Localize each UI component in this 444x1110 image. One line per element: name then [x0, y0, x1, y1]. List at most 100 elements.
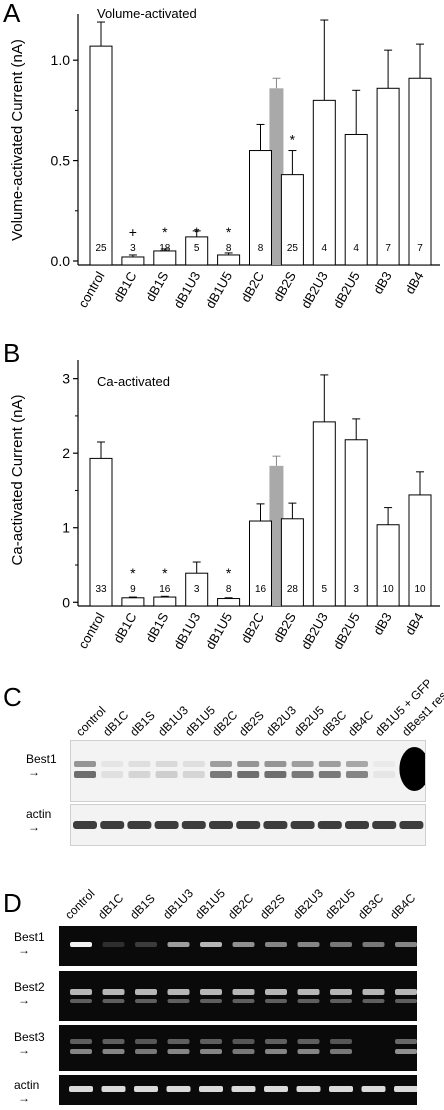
gel-row-label-best3: Best3: [14, 1030, 45, 1044]
gel-band: [135, 989, 157, 995]
western-blot-band: [74, 771, 96, 778]
gel-band: [101, 1086, 126, 1092]
western-blot-lane-label: dB2U5: [290, 703, 327, 739]
x-tick-label: dB3: [370, 269, 395, 297]
western-blot-band: [210, 761, 232, 767]
western-blot-lane-label: dB1U3: [154, 703, 191, 739]
gel-band: [395, 1039, 417, 1044]
gel-actin-bands: [69, 1086, 418, 1092]
gel-band: [330, 1039, 352, 1044]
gel-lane-label: dB1S: [127, 891, 158, 922]
bar: [153, 596, 177, 607]
panel-letter-c: C: [3, 682, 22, 712]
western-blot-lane-label: dB2U3: [263, 703, 300, 739]
x-tick-label: dB2C: [238, 269, 267, 305]
western-blot-band: [264, 771, 287, 778]
n-label: 9: [130, 584, 136, 595]
gel-band: [232, 1039, 255, 1044]
significance-mark: *: [130, 565, 136, 581]
gel-band: [361, 1086, 386, 1092]
western-blot-arrow-best1: →: [28, 765, 40, 779]
gel-band: [102, 989, 125, 995]
gel-band: [200, 942, 222, 947]
x-tick-label: dB2U5: [330, 610, 363, 652]
gel-band: [200, 999, 222, 1003]
western-blot-band: [345, 821, 369, 829]
western-blot-lane-label: dB4C: [345, 707, 377, 739]
bar: [121, 597, 145, 607]
significance-mark: *: [162, 224, 168, 240]
x-tick-label: dB1S: [143, 269, 172, 304]
gel-band: [69, 1086, 93, 1092]
gel-best3-strip-drawn: [59, 1025, 417, 1071]
bar: [217, 598, 241, 607]
western-blot-best1-strip: [70, 740, 430, 802]
panel-letter-d: D: [3, 888, 22, 918]
western-blot-band: [127, 821, 152, 829]
gel-lane-label: control: [62, 886, 98, 922]
n-label: 5: [194, 243, 200, 254]
x-tick-label: dB1U5: [202, 269, 235, 311]
x-tick-label: dB2U3: [298, 610, 331, 652]
x-tick-label: dB1U3: [170, 610, 203, 652]
chart-b-ylabel: Ca-activated Current (nA): [9, 395, 26, 566]
gel-band: [297, 942, 320, 947]
significance-mark: *: [162, 565, 168, 581]
western-blot-band: [372, 821, 397, 829]
western-blot-band: [128, 771, 151, 778]
x-tick-label: dB2S: [270, 610, 299, 645]
western-blot-label-best1: Best1: [26, 752, 57, 766]
gel-band: [362, 999, 385, 1003]
western-blot-band: [210, 771, 232, 778]
n-label: 7: [385, 243, 391, 254]
gel-band: [395, 989, 417, 995]
gel-row-label-best1: Best1: [14, 930, 45, 944]
gel-band: [102, 1049, 125, 1054]
gel-band: [265, 999, 287, 1003]
gel-row-arrow: →: [18, 1043, 30, 1057]
western-blot-band: [100, 821, 125, 829]
gel-band: [264, 1086, 288, 1092]
gel-band: [200, 1049, 222, 1054]
n-label: 33: [95, 584, 107, 595]
gel-actin-strip: [59, 1075, 418, 1105]
bar: [344, 439, 368, 607]
n-label: 4: [353, 243, 359, 254]
gel-lane-label: dB4C: [387, 890, 419, 922]
bar: [312, 421, 336, 607]
significance-mark: +: [129, 224, 137, 240]
gel-band: [395, 942, 417, 947]
gel-row-arrow: →: [18, 1091, 30, 1105]
gel-band: [167, 999, 190, 1003]
y-tick-label: 3: [62, 371, 70, 387]
gel-band: [296, 1086, 321, 1092]
n-label: 28: [287, 584, 299, 595]
gel-band: [395, 1049, 417, 1054]
gel-band: [394, 1086, 418, 1092]
western-blot-band: [236, 821, 261, 829]
gel-band: [265, 1039, 287, 1044]
n-label: 8: [226, 584, 232, 595]
gel-band: [395, 999, 417, 1003]
gel-band: [330, 989, 352, 995]
gel-row-label-best2: Best2: [14, 980, 45, 994]
western-blot-band: [263, 821, 288, 829]
x-tick-label: dB1U3: [170, 269, 203, 311]
western-blot-band: [181, 821, 206, 829]
gel-lane-label: dB1U3: [159, 886, 196, 922]
western-blot-band: [317, 821, 342, 829]
gel-band: [297, 1039, 320, 1044]
gel-band: [70, 1049, 92, 1054]
western-blot-band: [264, 761, 287, 767]
gel-band: [102, 1039, 125, 1044]
n-label: 5: [322, 584, 328, 595]
gel-band: [70, 942, 92, 947]
gel-lane-label: dB1C: [94, 890, 126, 922]
gel-best1-bands: [70, 942, 417, 947]
y-tick-label: 1.0: [51, 52, 71, 68]
western-blot-band: [237, 761, 260, 767]
gel-band: [135, 1039, 157, 1044]
gel-band: [330, 942, 352, 947]
gel-band: [135, 942, 157, 947]
bar: [89, 45, 113, 266]
